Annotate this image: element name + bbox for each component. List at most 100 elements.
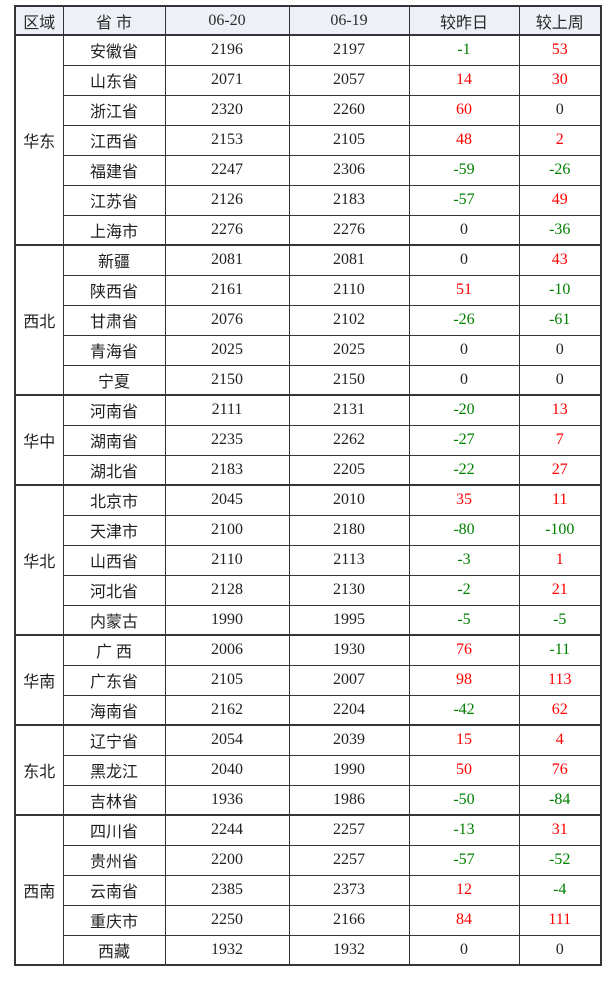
- province-cell: 辽宁省: [62, 724, 166, 756]
- vs-lastweek-cell: 27: [518, 454, 602, 486]
- table-row: 华中 河南省 2111 2131 -20 13: [14, 394, 602, 486]
- table-row: 甘肃省 2076 2102 -26 -61: [15, 304, 602, 336]
- region-cell: 华南: [14, 634, 64, 726]
- price-0620-cell: 2071: [164, 64, 290, 96]
- vs-lastweek-cell: 62: [518, 694, 602, 726]
- vs-yesterday-cell: -13: [408, 814, 520, 846]
- table-row: 西南 四川省 2244 2257 -13 31: [14, 814, 602, 966]
- vs-lastweek-cell: 76: [518, 754, 602, 786]
- price-0619-cell: 2039: [288, 724, 410, 756]
- table-row: 云南省 2385 2373 12 -4: [15, 874, 602, 906]
- table-row: 山西省 2110 2113 -3 1: [15, 544, 602, 576]
- price-0619-cell: 2057: [288, 64, 410, 96]
- province-cell: 广东省: [62, 664, 166, 696]
- price-0619-cell: 1932: [288, 934, 410, 966]
- table-row: 内蒙古 1990 1995 -5 -5: [15, 604, 602, 636]
- vs-yesterday-cell: 14: [408, 64, 520, 96]
- table-row: 吉林省 1936 1986 -50 -84: [15, 784, 602, 816]
- price-0619-cell: 2306: [288, 154, 410, 186]
- price-0619-cell: 1990: [288, 754, 410, 786]
- price-0619-cell: 2130: [288, 574, 410, 606]
- vs-yesterday-cell: 0: [408, 364, 520, 396]
- table-row: 河北省 2128 2130 -2 21: [15, 574, 602, 606]
- price-0620-cell: 1990: [164, 604, 290, 636]
- vs-lastweek-cell: 1: [518, 544, 602, 576]
- region-cell: 西北: [14, 244, 64, 396]
- col-header-province: 省 市: [62, 5, 166, 36]
- col-header-date-0620: 06-20: [164, 5, 290, 36]
- vs-yesterday-cell: -59: [408, 154, 520, 186]
- vs-lastweek-cell: 30: [518, 64, 602, 96]
- vs-yesterday-cell: -26: [408, 304, 520, 336]
- price-0619-cell: 2007: [288, 664, 410, 696]
- province-cell: 西藏: [62, 934, 166, 966]
- table-row: 湖北省 2183 2205 -22 27: [15, 454, 602, 486]
- price-0620-cell: 2105: [164, 664, 290, 696]
- province-cell: 浙江省: [62, 94, 166, 126]
- price-0620-cell: 2006: [164, 634, 290, 666]
- vs-yesterday-cell: 0: [408, 334, 520, 366]
- price-0620-cell: 2153: [164, 124, 290, 156]
- table-row: 山东省 2071 2057 14 30: [15, 64, 602, 96]
- price-0619-cell: 2166: [288, 904, 410, 936]
- table-row: 华东 安徽省 2196 2197 -1 53: [14, 34, 602, 246]
- regional-price-table: 区域 省 市 06-20 06-19 较昨日 较上周 华东 安徽省 2196 2197…: [14, 5, 602, 966]
- price-0619-cell: 2262: [288, 424, 410, 456]
- vs-yesterday-cell: 0: [408, 244, 520, 276]
- province-cell: 安徽省: [62, 34, 166, 66]
- vs-lastweek-cell: 7: [518, 424, 602, 456]
- vs-yesterday-cell: -50: [408, 784, 520, 816]
- vs-yesterday-cell: 84: [408, 904, 520, 936]
- region-cell: 华东: [14, 34, 64, 246]
- price-0620-cell: 2040: [164, 754, 290, 786]
- table-row: 重庆市 2250 2166 84 111: [15, 904, 602, 936]
- price-0619-cell: 2257: [288, 814, 410, 846]
- table-row: 广东省 2105 2007 98 113: [15, 664, 602, 696]
- price-0619-cell: 2110: [288, 274, 410, 306]
- vs-lastweek-cell: -11: [518, 634, 602, 666]
- province-cell: 山东省: [62, 64, 166, 96]
- col-header-vs-yesterday: 较昨日: [408, 5, 520, 36]
- table-row: 华南广 西 2006 1930 76 -11: [14, 634, 602, 726]
- vs-yesterday-cell: -57: [408, 844, 520, 876]
- vs-yesterday-cell: -22: [408, 454, 520, 486]
- vs-lastweek-cell: -4: [518, 874, 602, 906]
- vs-yesterday-cell: -80: [408, 514, 520, 546]
- region-cell: 东北: [14, 724, 64, 816]
- price-0619-cell: 1995: [288, 604, 410, 636]
- province-cell: 内蒙古: [62, 604, 166, 636]
- province-cell: 上海市: [62, 214, 166, 246]
- price-0620-cell: 2100: [164, 514, 290, 546]
- vs-yesterday-cell: -20: [408, 394, 520, 426]
- vs-yesterday-cell: 15: [408, 724, 520, 756]
- price-0620-cell: 2320: [164, 94, 290, 126]
- price-0619-cell: 2257: [288, 844, 410, 876]
- province-cell: 新疆: [62, 244, 166, 276]
- price-0619-cell: 2276: [288, 214, 410, 246]
- vs-yesterday-cell: 76: [408, 634, 520, 666]
- price-0619-cell: 2113: [288, 544, 410, 576]
- province-cell: 黑龙江: [62, 754, 166, 786]
- price-0620-cell: 2111: [164, 394, 290, 426]
- price-0619-cell: 2102: [288, 304, 410, 336]
- vs-lastweek-cell: -10: [518, 274, 602, 306]
- price-0619-cell: 1930: [288, 634, 410, 666]
- col-header-region: 区域: [14, 5, 64, 36]
- region-cell: 华北: [14, 484, 64, 636]
- vs-lastweek-cell: -5: [518, 604, 602, 636]
- table-row: 浙江省 2320 2260 60 0: [15, 94, 602, 126]
- province-cell: 广 西: [62, 634, 166, 666]
- vs-yesterday-cell: -42: [408, 694, 520, 726]
- price-0619-cell: 2105: [288, 124, 410, 156]
- price-0620-cell: 2150: [164, 364, 290, 396]
- vs-yesterday-cell: -57: [408, 184, 520, 216]
- price-0620-cell: 2247: [164, 154, 290, 186]
- table-row: 青海省 2025 2025 0 0: [15, 334, 602, 366]
- price-0620-cell: 2196: [164, 34, 290, 66]
- vs-lastweek-cell: -100: [518, 514, 602, 546]
- price-0619-cell: 2197: [288, 34, 410, 66]
- province-cell: 北京市: [62, 484, 166, 516]
- table-row: 宁夏 2150 2150 0 0: [15, 364, 602, 396]
- province-cell: 山西省: [62, 544, 166, 576]
